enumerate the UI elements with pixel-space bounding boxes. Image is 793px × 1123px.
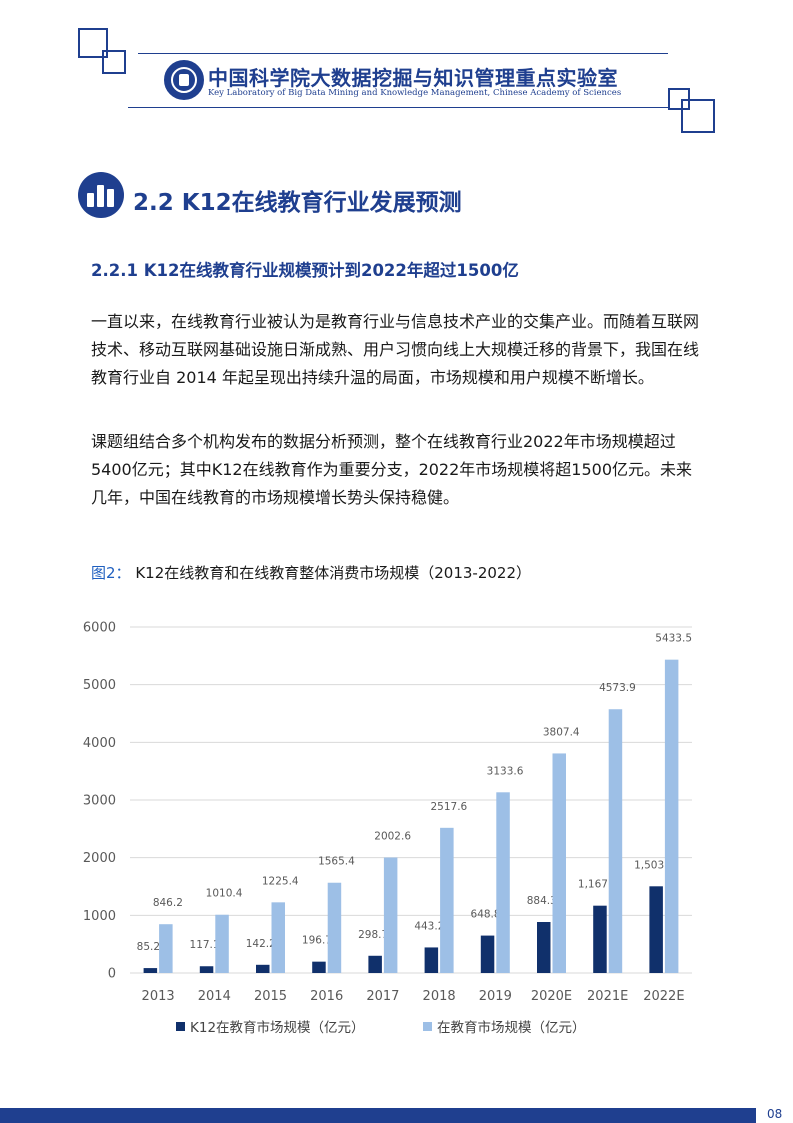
y-tick-label: 3000	[83, 794, 116, 809]
data-label-k12: 142.2	[246, 938, 276, 950]
header-top-rule	[138, 53, 668, 54]
paragraph-1: 一直以来，在线教育行业被认为是教育行业与信息技术产业的交集产业。而随着互联网技术…	[91, 312, 700, 387]
bar-k12	[256, 964, 270, 973]
bar-chart-icon	[78, 172, 124, 218]
x-tick-label: 2014	[198, 989, 231, 1004]
section-title: 2.2 K12在线教育行业发展预测	[133, 190, 462, 216]
x-tick-label: 2022E	[643, 989, 684, 1004]
y-tick-label: 4000	[83, 736, 116, 751]
data-label-total: 1010.4	[206, 888, 243, 900]
lab-name-cn: 中国科学院大数据挖掘与知识管理重点实验室	[208, 66, 618, 90]
figure-caption-text: K12在线教育和在线教育整体消费市场规模（2013-2022）	[135, 564, 532, 582]
data-label-k12: 85.2	[137, 941, 160, 953]
legend-swatch-k12	[176, 1021, 185, 1031]
bar-total	[664, 659, 679, 973]
x-tick-label: 2017	[366, 989, 399, 1004]
data-label-k12: 648.8	[471, 909, 501, 921]
legend-label-total: 在教育市场规模（亿元）	[437, 1020, 586, 1036]
legend-item-total: 在教育市场规模（亿元）	[423, 1016, 586, 1036]
bar-k12	[312, 961, 326, 973]
bar-total	[552, 753, 566, 973]
header-bottom-rule	[128, 107, 668, 108]
bar-k12	[649, 886, 663, 973]
data-label-total: 1565.4	[318, 856, 355, 868]
bar-k12	[199, 966, 214, 973]
y-tick-label: 6000	[83, 621, 116, 636]
y-tick-label: 5000	[83, 678, 116, 693]
data-label-total: 2517.6	[430, 801, 467, 813]
data-label-k12: 884.3	[527, 895, 557, 907]
bar-k12	[537, 922, 551, 973]
data-label-k12: 443.2	[414, 920, 444, 932]
data-label-k12: 298.7	[358, 929, 388, 941]
subsection-title: 2.2.1 K12在线教育行业规模预计到2022年超过1500亿	[91, 261, 519, 280]
bar-k12	[424, 947, 439, 973]
y-tick-label: 0	[108, 967, 116, 982]
y-tick-label: 1000	[83, 909, 116, 924]
bar-total	[440, 827, 454, 973]
paragraph-2: 课题组结合多个机构发布的数据分析预测，整个在线教育行业2022年市场规模超过54…	[91, 432, 693, 507]
bar-k12	[480, 935, 495, 973]
data-label-total: 846.2	[153, 897, 183, 909]
header-square-4	[681, 99, 715, 133]
data-label-total: 5433.5	[655, 633, 692, 645]
bar-k12	[368, 955, 382, 973]
bar-total	[327, 882, 342, 973]
cas-logo	[164, 60, 204, 100]
x-tick-label: 2013	[142, 989, 175, 1004]
header-square-1	[78, 28, 108, 58]
data-label-total: 1225.4	[262, 875, 299, 887]
y-tick-label: 2000	[83, 851, 116, 866]
data-label-k12: 117.1	[190, 939, 220, 951]
data-label-k12: 1,503.4	[634, 859, 674, 871]
bar-total	[608, 709, 623, 973]
data-label-total: 3133.6	[487, 765, 524, 777]
bar-total	[271, 902, 285, 973]
legend-label-k12: K12在教育市场规模（亿元）	[190, 1020, 365, 1036]
data-label-total: 3807.4	[543, 726, 580, 738]
footer-bar	[0, 1108, 756, 1123]
x-tick-label: 2016	[310, 989, 343, 1004]
legend-swatch-total	[423, 1021, 432, 1031]
figure-label: 图2：	[91, 564, 131, 582]
bar-k12	[143, 968, 158, 973]
bar-chart: 0 1000 2000 3000 4000 5000 6000 85.2 846.2 2013 11…	[83, 621, 692, 1005]
data-label-k12: 1,167.4	[578, 879, 618, 891]
x-tick-label: 2015	[254, 989, 287, 1004]
lab-name-en: Key Laboratory of Big Data Mining and Kn…	[208, 88, 622, 98]
x-tick-label: 2018	[423, 989, 456, 1004]
bar-total	[496, 792, 510, 973]
figure-caption: 图2： K12在线教育和在线教育整体消费市场规模（2013-2022）	[91, 562, 531, 583]
data-label-total: 4573.9	[599, 682, 636, 694]
data-label-total: 2002.6	[374, 831, 411, 843]
page-number: 08	[767, 1107, 783, 1121]
bar-k12	[593, 905, 607, 973]
bar-total	[383, 857, 398, 973]
bar-total	[159, 924, 173, 973]
x-tick-label: 2020E	[531, 989, 572, 1004]
header-square-2	[102, 50, 126, 74]
x-tick-label: 2019	[479, 989, 512, 1004]
bar-total	[215, 914, 229, 973]
data-label-k12: 196.7	[302, 935, 332, 947]
x-tick-label: 2021E	[587, 989, 628, 1004]
legend-item-k12: K12在教育市场规模（亿元）	[176, 1016, 365, 1036]
